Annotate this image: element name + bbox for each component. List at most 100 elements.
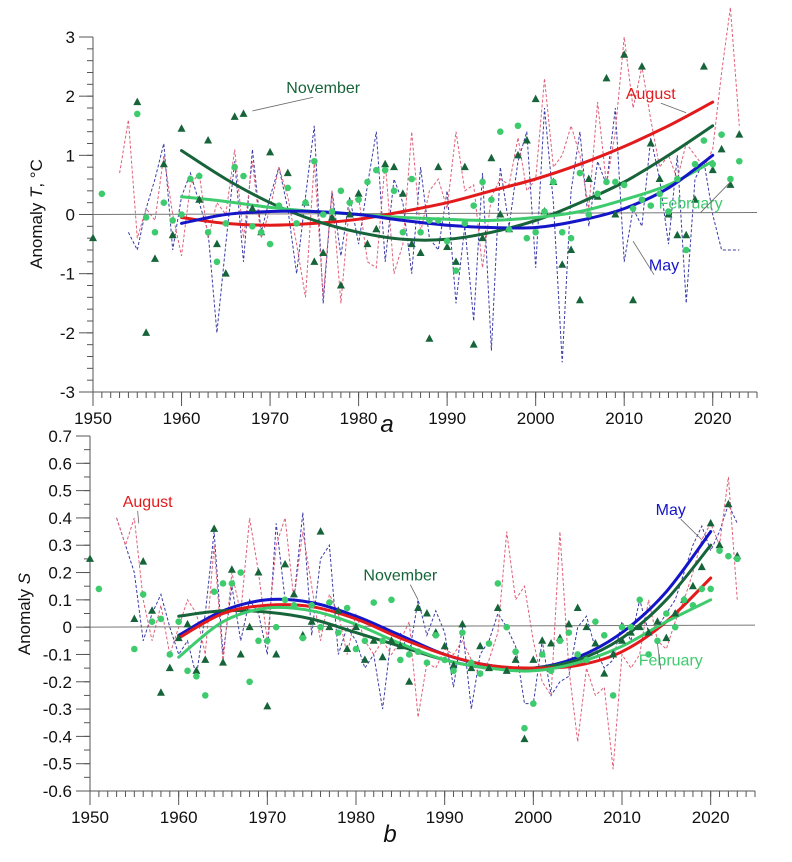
november-triangle-point	[159, 159, 168, 168]
november-triangle-point	[204, 136, 213, 144]
november-triangle-point	[156, 688, 165, 696]
november-triangle-point	[165, 663, 174, 672]
february-circle-point	[479, 178, 486, 186]
february-circle-point	[441, 656, 448, 664]
november-triangle-point	[682, 230, 691, 239]
november-triangle-point	[245, 622, 254, 631]
february-circle-point	[523, 234, 531, 242]
february-circle-point	[488, 196, 495, 204]
february-circle-point	[647, 202, 655, 209]
november-triangle-point	[567, 245, 576, 253]
november-triangle-point	[183, 619, 192, 628]
february-circle-point	[432, 632, 440, 639]
november-triangle-point	[717, 144, 726, 153]
november-annotation-label: November	[363, 568, 437, 585]
august-dashed-series-line	[116, 476, 738, 770]
february-circle-point	[654, 637, 661, 645]
february-circle-point	[576, 169, 584, 177]
february-circle-point	[139, 591, 147, 598]
february-circle-point	[574, 651, 581, 658]
february-circle-point	[399, 228, 407, 236]
november-triangle-point	[310, 257, 319, 265]
november-triangle-point	[646, 139, 655, 147]
november-triangle-point	[662, 633, 671, 642]
panel-a-temperature-chart: 1950 1960 1970 1980 1990 2000 2010 2020 -3 -2 -1 0 1…	[27, 7, 758, 438]
november-triangle-point	[325, 622, 334, 631]
february-circle-point	[603, 178, 610, 186]
february-circle-point	[264, 637, 271, 645]
february-circle-point	[157, 615, 165, 623]
x-tick-label: 1990	[428, 409, 466, 428]
february-circle-point	[388, 596, 395, 604]
november-triangle-point	[493, 603, 502, 612]
february-annotation-label: February	[659, 196, 723, 213]
february-circle-point	[237, 569, 245, 576]
february-circle-point	[319, 211, 327, 218]
february-circle-point	[142, 214, 150, 221]
november-triangle-point	[476, 641, 485, 650]
november-triangle-point	[354, 189, 363, 197]
november-triangle-point	[219, 658, 227, 666]
may-annotation-pointer	[680, 518, 703, 541]
november-triangle-point	[168, 230, 177, 239]
february-circle-point	[381, 166, 389, 174]
august-dashed-series-line	[119, 7, 740, 304]
february-circle-point	[408, 175, 416, 183]
february-circle-point	[494, 580, 502, 587]
november-triangle-point	[591, 639, 600, 647]
november-triangle-point	[611, 210, 620, 218]
trend-lines-layer	[177, 530, 713, 673]
february-circle-point	[600, 632, 608, 639]
scatter-layer	[86, 499, 742, 743]
november-triangle-point	[281, 559, 290, 568]
february-circle-point	[680, 596, 688, 604]
february-circle-point	[184, 667, 191, 675]
february-circle-point	[538, 651, 546, 658]
february-circle-point	[290, 602, 298, 609]
february-circle-point	[532, 228, 539, 236]
february-circle-point	[228, 580, 236, 587]
y-tick-label: -0.3	[43, 700, 72, 719]
february-circle-point	[187, 175, 194, 183]
february-circle-point	[423, 659, 431, 666]
zero-reference-line	[89, 624, 756, 628]
november-triangle-point	[89, 233, 97, 242]
november-triangle-point	[529, 655, 538, 663]
november-triangle-point	[458, 619, 467, 628]
y-tick-label: 0.5	[48, 482, 72, 501]
august-trend-line	[180, 100, 715, 227]
y-tick-label: -3	[60, 383, 75, 402]
november-triangle-point	[673, 230, 682, 239]
february-circle-point	[275, 202, 283, 209]
november-triangle-point	[316, 527, 325, 535]
november-triangle-point	[478, 233, 487, 242]
november-triangle-point	[564, 619, 573, 628]
november-triangle-point	[263, 701, 272, 710]
february-circle-point	[709, 160, 717, 168]
february-circle-point	[618, 623, 626, 631]
november-triangle-point	[637, 62, 646, 70]
february-circle-point	[299, 634, 307, 642]
november-triangle-point	[130, 614, 139, 622]
february-circle-point	[346, 199, 354, 206]
november-triangle-point	[582, 622, 591, 631]
february-circle-point	[257, 228, 265, 236]
november-triangle-point	[620, 50, 629, 58]
y-tick-label: 2	[66, 87, 75, 106]
february-circle-point	[201, 692, 209, 699]
november-triangle-point	[343, 644, 352, 652]
february-circle-point	[452, 267, 460, 275]
august-annotation-label: August	[626, 86, 676, 103]
february-circle-point	[405, 651, 413, 658]
x-tick-label: 1950	[71, 808, 109, 827]
november-triangle-point	[655, 174, 664, 182]
february-circle-point	[133, 110, 141, 118]
november-triangle-point	[708, 165, 717, 174]
august-annotation-pointer	[137, 510, 140, 524]
november-triangle-point	[416, 248, 425, 256]
november-triangle-point	[360, 655, 369, 663]
november-triangle-point	[177, 124, 186, 132]
x-tick-label: 2000	[517, 409, 555, 428]
november-annotation-pointer	[252, 96, 314, 112]
november-triangle-point	[558, 260, 567, 268]
